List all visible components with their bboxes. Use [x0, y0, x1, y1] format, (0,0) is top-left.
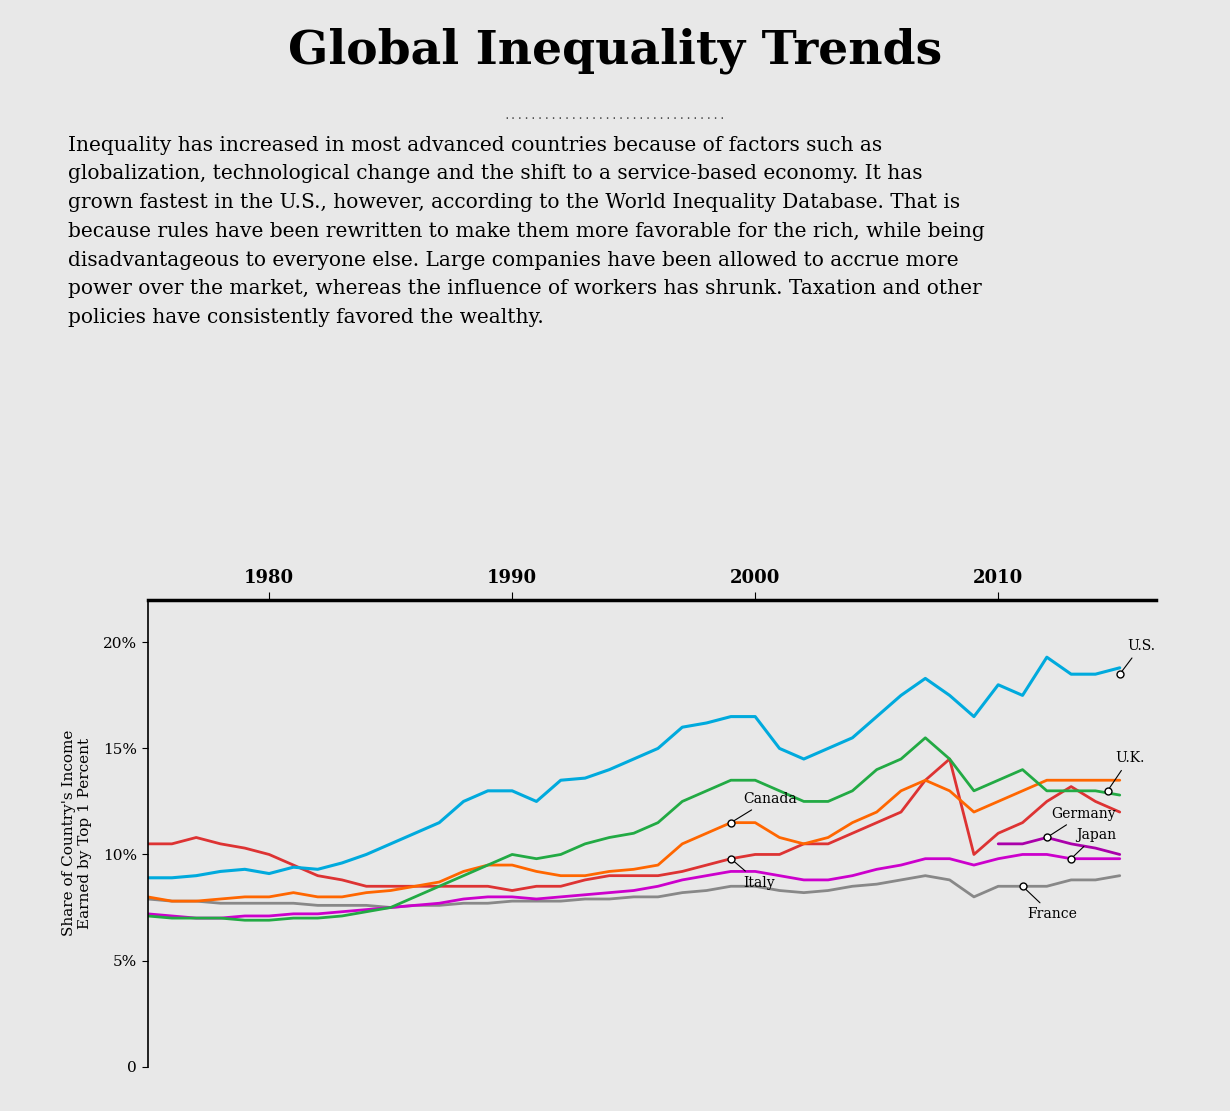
Text: Germany: Germany — [1049, 807, 1117, 835]
Y-axis label: Share of Country's Income
Earned by Top 1 Percent: Share of Country's Income Earned by Top … — [62, 730, 92, 937]
Text: Italy: Italy — [733, 861, 775, 890]
Text: Japan: Japan — [1073, 828, 1116, 857]
Text: France: France — [1025, 888, 1077, 921]
Text: Canada: Canada — [733, 792, 797, 821]
Text: Inequality has increased in most advanced countries because of factors such as
g: Inequality has increased in most advance… — [68, 136, 984, 327]
Text: U.S.: U.S. — [1122, 639, 1155, 672]
Text: Global Inequality Trends: Global Inequality Trends — [288, 28, 942, 74]
Text: .................................: ................................. — [503, 111, 727, 121]
Text: U.K.: U.K. — [1109, 751, 1144, 789]
